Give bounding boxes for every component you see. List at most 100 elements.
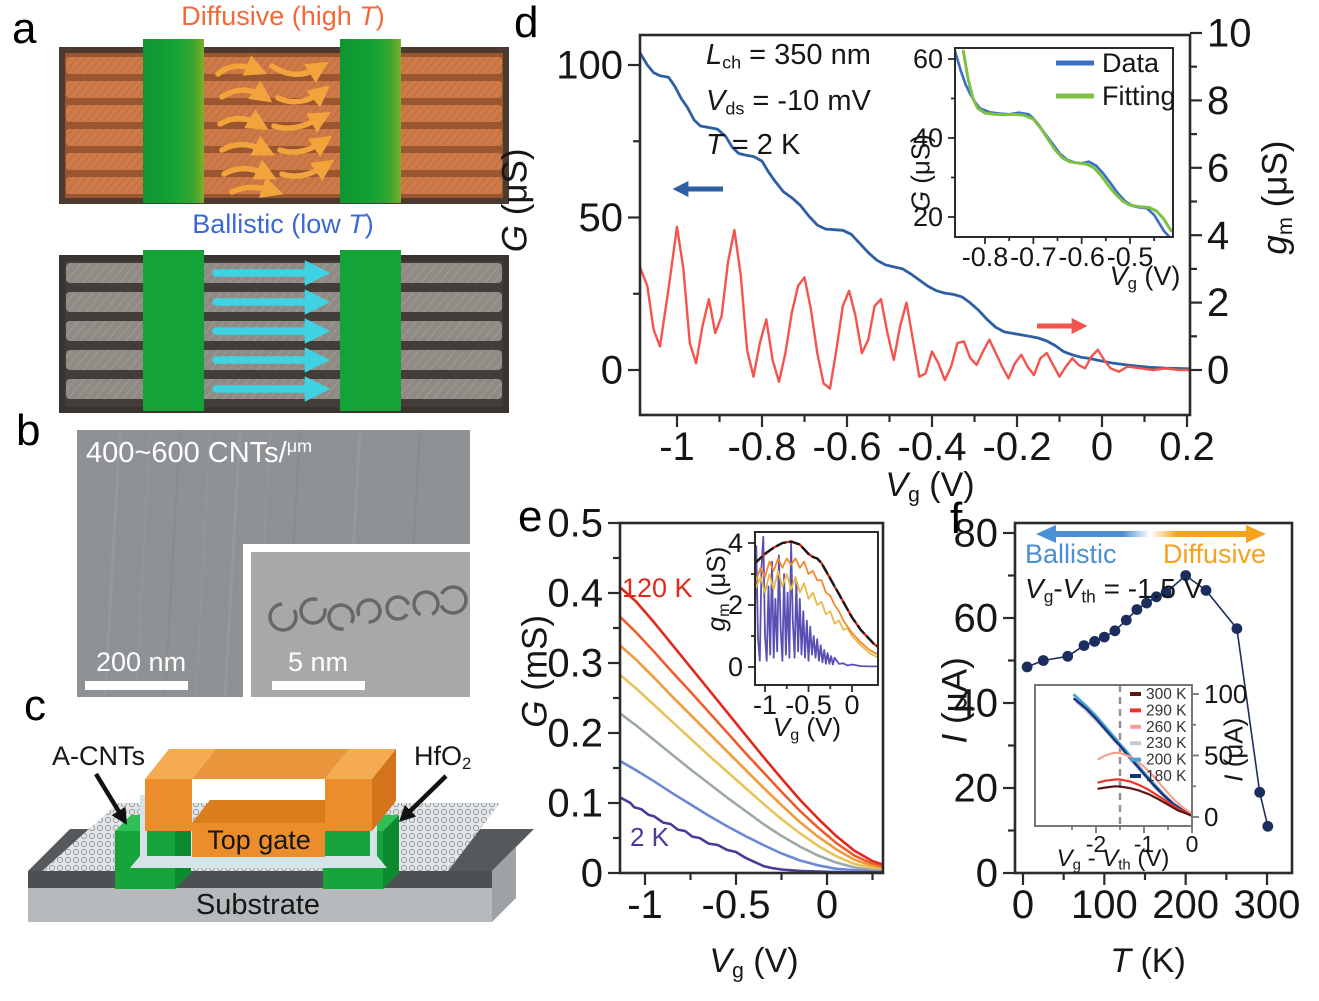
electrode xyxy=(143,250,204,411)
data-point xyxy=(1180,570,1192,581)
legend-label: Data xyxy=(1102,48,1160,78)
e-xlabel: Vg (V) xyxy=(709,942,799,983)
panel-letter-b: b xyxy=(16,406,41,455)
tick-label: -0.7 xyxy=(1010,242,1057,272)
scalebar-200nm-label: 200 nm xyxy=(96,647,187,677)
device-schematic xyxy=(28,749,534,922)
diffusive-label: Diffusive xyxy=(1163,539,1267,569)
panel-letter-d: d xyxy=(514,0,539,47)
tick-label: -2 xyxy=(1086,831,1106,857)
f-inset-xlabel: Vg - Vth (V) xyxy=(1056,845,1170,874)
tick-label: 60 xyxy=(954,597,999,641)
substrate-label: Substrate xyxy=(195,889,321,921)
series-Fitting xyxy=(961,49,1173,233)
data-point xyxy=(1231,623,1243,634)
electrode xyxy=(340,250,401,411)
pe-series-group xyxy=(620,586,883,873)
panel-letter-c: c xyxy=(24,681,46,730)
tick-label: 50 xyxy=(1204,740,1233,770)
legend-swatch xyxy=(1130,757,1141,762)
tick-label: -1 xyxy=(1134,831,1154,857)
pdi-frame xyxy=(954,47,1174,238)
data-point xyxy=(1098,631,1110,643)
electrode xyxy=(340,39,401,203)
data-point xyxy=(1089,636,1100,647)
series-intermediate-4 xyxy=(620,644,883,871)
series-intermediate-3 xyxy=(620,673,883,872)
data-point xyxy=(1109,625,1121,637)
tick-label: -0.4 xyxy=(898,425,967,469)
data-point xyxy=(1254,786,1266,798)
d-inset-ylabel: G (μS) xyxy=(905,134,936,212)
ballistic-schematic xyxy=(59,250,509,413)
e-inset-ylabel: gm (μS) xyxy=(701,546,734,632)
f-ylabel: I (μA) xyxy=(935,657,975,744)
legend-swatch xyxy=(1130,692,1141,696)
d-xlabel: Vg (V) xyxy=(885,466,975,507)
tem-image xyxy=(251,552,470,697)
tick-label: 4 xyxy=(1207,214,1229,258)
label-120K: 120 K xyxy=(622,573,693,603)
data-point xyxy=(1037,655,1049,666)
scalebar-200nm xyxy=(85,681,188,690)
tick-label: 8 xyxy=(1207,79,1229,123)
annotation-vds: Vds = -10 mV xyxy=(706,85,871,119)
electrode xyxy=(143,39,204,203)
annotation-arrows xyxy=(94,772,448,825)
tick-label: 0.3 xyxy=(547,642,603,686)
panel-letter-f: f xyxy=(950,494,963,543)
panel-letter-a: a xyxy=(12,4,37,53)
data-point xyxy=(1200,585,1212,596)
d-ylabel-left: G (μS) xyxy=(495,148,535,253)
tick-label: 300 xyxy=(1234,883,1301,927)
ballistic-label: Ballistic xyxy=(1025,539,1117,569)
legend-label: 260 K xyxy=(1146,719,1187,736)
panel-letter-e: e xyxy=(518,492,543,541)
diffusive-arrows xyxy=(215,55,335,198)
label-2K: 2 K xyxy=(630,822,670,852)
tick-label: 2 xyxy=(1207,281,1229,325)
tick-label: 0.4 xyxy=(547,572,603,616)
tick-label: -0.6 xyxy=(1058,242,1105,272)
series-intermediate-2 xyxy=(620,712,883,873)
f-xlabel: T (K) xyxy=(1110,942,1186,980)
acnts-label: A-CNTs xyxy=(52,741,145,771)
legend-swatch xyxy=(1130,774,1141,778)
top-gate xyxy=(145,749,396,857)
tick-label: 0 xyxy=(1012,883,1034,927)
tick-label: 4 xyxy=(728,528,743,558)
annotation-lch: Lch = 350 nm xyxy=(706,39,871,73)
series-gm vs Vg (2 K) xyxy=(640,225,1190,390)
series-290 K xyxy=(1097,778,1192,817)
series-intermediate-1 xyxy=(620,759,883,873)
ballistic-title: Ballistic (low T) xyxy=(192,209,374,239)
series-envelope black dashed xyxy=(755,540,878,649)
d-inset-xlabel: Vg (V) xyxy=(1109,261,1181,294)
legend-swatch xyxy=(1130,741,1141,746)
legend-label: 200 K xyxy=(1146,752,1187,769)
data-point xyxy=(1078,640,1090,651)
tick-label: 100 xyxy=(556,44,623,88)
diffusive-schematic xyxy=(59,39,509,204)
series-120 K xyxy=(620,586,883,866)
tick-label: 0 xyxy=(1186,831,1199,857)
legend-swatch xyxy=(1130,724,1141,729)
series-mid-T xyxy=(755,570,878,659)
tick-label: 80 xyxy=(954,512,999,556)
series-2 K xyxy=(620,796,883,873)
tick-label: -0.5 xyxy=(785,690,832,720)
tick-label: -0.2 xyxy=(983,425,1052,469)
e-inset-xlabel: Vg (V) xyxy=(772,712,842,745)
tick-label: -0.8 xyxy=(962,242,1009,272)
f-annotation: Vg-Vth = -1.5 V xyxy=(1025,573,1203,607)
tick-label: 0.1 xyxy=(547,782,603,826)
series-intermediate-5 xyxy=(620,615,883,869)
tick-label: -1 xyxy=(753,690,777,720)
scalebar-5nm xyxy=(272,681,365,690)
e-ylabel: G (mS) xyxy=(515,614,555,728)
tick-label: 20 xyxy=(913,202,943,232)
tick-label: 60 xyxy=(913,44,943,74)
top-gate-label: Top gate xyxy=(207,825,311,855)
pf-series-group xyxy=(1021,570,1274,832)
